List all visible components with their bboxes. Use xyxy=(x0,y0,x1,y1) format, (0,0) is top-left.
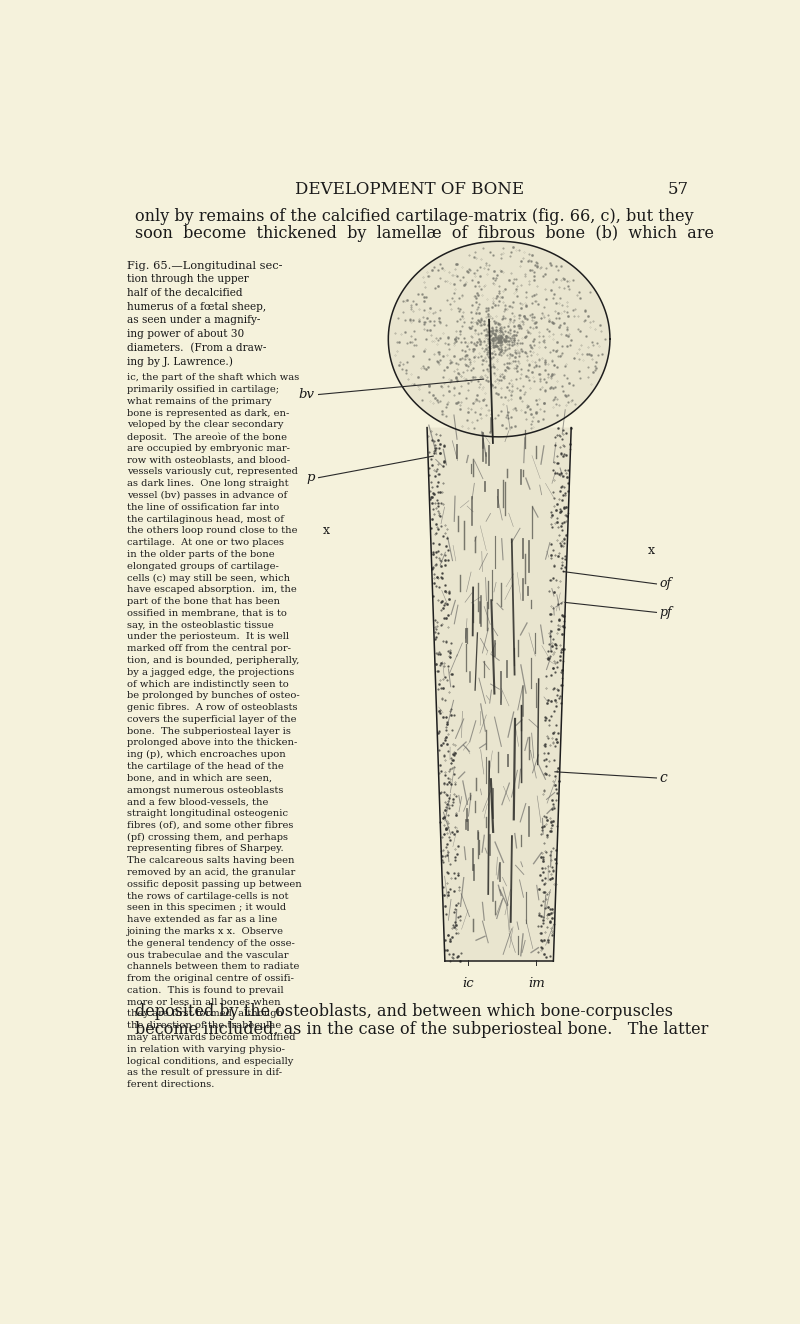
Text: in the older parts of the bone: in the older parts of the bone xyxy=(127,549,274,559)
Text: c: c xyxy=(659,771,667,785)
Text: Fig. 65.—Longitudinal sec-: Fig. 65.—Longitudinal sec- xyxy=(127,261,282,270)
Text: the cartilage of the head of the: the cartilage of the head of the xyxy=(127,763,284,771)
Text: fibres (of), and some other fibres: fibres (of), and some other fibres xyxy=(127,821,294,830)
Text: 57: 57 xyxy=(668,181,689,199)
Text: from the original centre of ossifi-: from the original centre of ossifi- xyxy=(127,974,294,984)
Text: part of the bone that has been: part of the bone that has been xyxy=(127,597,280,606)
Text: representing fibres of Sharpey.: representing fibres of Sharpey. xyxy=(127,845,284,854)
Text: humerus of a fœtal sheep,: humerus of a fœtal sheep, xyxy=(127,302,266,311)
Text: marked off from the central por-: marked off from the central por- xyxy=(127,645,291,653)
Text: of: of xyxy=(659,577,672,591)
Polygon shape xyxy=(427,428,571,961)
Text: may afterwards become modified: may afterwards become modified xyxy=(127,1033,296,1042)
Text: bone, and in which are seen,: bone, and in which are seen, xyxy=(127,773,272,782)
Text: the general tendency of the osse-: the general tendency of the osse- xyxy=(127,939,295,948)
Text: by a jagged edge, the projections: by a jagged edge, the projections xyxy=(127,667,294,677)
Text: cation.  This is found to prevail: cation. This is found to prevail xyxy=(127,986,284,994)
Text: as the result of pressure in dif-: as the result of pressure in dif- xyxy=(127,1068,282,1078)
Text: the direction of the trabeculae: the direction of the trabeculae xyxy=(127,1021,282,1030)
Text: in relation with varying physio-: in relation with varying physio- xyxy=(127,1045,285,1054)
Text: half of the decalcified: half of the decalcified xyxy=(127,287,242,298)
Text: become included, as in the case of the subperiosteal bone.   The latter: become included, as in the case of the s… xyxy=(135,1021,708,1038)
Text: ing (p), which encroaches upon: ing (p), which encroaches upon xyxy=(127,751,286,760)
Text: under the periosteum.  It is well: under the periosteum. It is well xyxy=(127,633,289,641)
Text: joining the marks x x.  Observe: joining the marks x x. Observe xyxy=(127,927,284,936)
Text: the others loop round close to the: the others loop round close to the xyxy=(127,527,298,535)
Text: channels between them to radiate: channels between them to radiate xyxy=(127,963,299,972)
Text: vessel (bv) passes in advance of: vessel (bv) passes in advance of xyxy=(127,491,287,500)
Text: DEVELOPMENT OF BONE: DEVELOPMENT OF BONE xyxy=(295,181,525,199)
Text: im: im xyxy=(528,977,545,989)
Ellipse shape xyxy=(388,241,610,437)
Text: cells (c) may still be seen, which: cells (c) may still be seen, which xyxy=(127,573,290,583)
Text: p: p xyxy=(306,471,314,485)
Text: the line of ossification far into: the line of ossification far into xyxy=(127,503,279,512)
Text: ic, the part of the shaft which was: ic, the part of the shaft which was xyxy=(127,373,299,383)
Text: primarily ossified in cartilage;: primarily ossified in cartilage; xyxy=(127,385,279,395)
Text: ossified in membrane, that is to: ossified in membrane, that is to xyxy=(127,609,287,618)
Text: diameters.  (From a draw-: diameters. (From a draw- xyxy=(127,343,266,354)
Text: of which are indistinctly seen to: of which are indistinctly seen to xyxy=(127,679,289,688)
Text: more or less in all bones when: more or less in all bones when xyxy=(127,998,281,1006)
Text: are occupied by embryonic mar-: are occupied by embryonic mar- xyxy=(127,444,290,453)
Text: seen in this specimen ; it would: seen in this specimen ; it would xyxy=(127,903,286,912)
Text: ferent directions.: ferent directions. xyxy=(127,1080,214,1090)
Text: only by remains of the calcified cartilage-matrix (fig. 66, c), but they: only by remains of the calcified cartila… xyxy=(135,208,694,225)
Text: straight longitudinal osteogenic: straight longitudinal osteogenic xyxy=(127,809,288,818)
Text: deposited by the osteoblasts, and between which bone-corpuscles: deposited by the osteoblasts, and betwee… xyxy=(135,1002,673,1019)
Text: veloped by the clear secondary: veloped by the clear secondary xyxy=(127,421,284,429)
Text: bone.  The subperiosteal layer is: bone. The subperiosteal layer is xyxy=(127,727,291,736)
Text: genic fibres.  A row of osteoblasts: genic fibres. A row of osteoblasts xyxy=(127,703,298,712)
Text: cartilage.  At one or two places: cartilage. At one or two places xyxy=(127,538,284,547)
Text: ic: ic xyxy=(462,977,474,989)
Text: The calcareous salts having been: The calcareous salts having been xyxy=(127,857,294,866)
Text: and a few blood-vessels, the: and a few blood-vessels, the xyxy=(127,797,269,806)
Text: elongated groups of cartilage-: elongated groups of cartilage- xyxy=(127,561,279,571)
Text: ing by J. Lawrence.): ing by J. Lawrence.) xyxy=(127,356,233,367)
Text: removed by an acid, the granular: removed by an acid, the granular xyxy=(127,869,295,876)
Text: as dark lines.  One long straight: as dark lines. One long straight xyxy=(127,479,289,489)
Text: x: x xyxy=(322,523,330,536)
Text: x: x xyxy=(648,544,655,557)
Text: vessels variously cut, represented: vessels variously cut, represented xyxy=(127,467,298,477)
Text: ossific deposit passing up between: ossific deposit passing up between xyxy=(127,880,302,888)
Text: amongst numerous osteoblasts: amongst numerous osteoblasts xyxy=(127,785,283,794)
Text: say, in the osteoblastic tissue: say, in the osteoblastic tissue xyxy=(127,621,274,630)
Text: deposit.  The areoìe of the bone: deposit. The areoìe of the bone xyxy=(127,432,287,442)
Text: the rows of cartilage-cells is not: the rows of cartilage-cells is not xyxy=(127,891,289,900)
Text: prolonged above into the thicken-: prolonged above into the thicken- xyxy=(127,739,298,748)
Text: (pf) crossing them, and perhaps: (pf) crossing them, and perhaps xyxy=(127,833,288,842)
Text: the cartilaginous head, most of: the cartilaginous head, most of xyxy=(127,515,284,523)
Text: covers the superficial layer of the: covers the superficial layer of the xyxy=(127,715,297,724)
Text: tion, and is bounded, peripherally,: tion, and is bounded, peripherally, xyxy=(127,655,299,665)
Text: have escaped absorption.  im, the: have escaped absorption. im, the xyxy=(127,585,297,594)
Text: have extended as far as a line: have extended as far as a line xyxy=(127,915,278,924)
Text: bone is represented as dark, en-: bone is represented as dark, en- xyxy=(127,409,290,417)
Text: ous trabeculae and the vascular: ous trabeculae and the vascular xyxy=(127,951,289,960)
Text: they are first formed, although: they are first formed, although xyxy=(127,1009,283,1018)
Text: pf: pf xyxy=(659,606,672,618)
Text: as seen under a magnify-: as seen under a magnify- xyxy=(127,315,261,326)
Text: row with osteoblasts, and blood-: row with osteoblasts, and blood- xyxy=(127,455,290,465)
Text: ing power of about 30: ing power of about 30 xyxy=(127,330,244,339)
Text: tion through the upper: tion through the upper xyxy=(127,274,249,285)
Text: soon  become  thickened  by  lamellæ  of  fibrous  bone  (b)  which  are: soon become thickened by lamellæ of fibr… xyxy=(135,225,714,242)
Text: be prolonged by bunches of osteo-: be prolonged by bunches of osteo- xyxy=(127,691,300,700)
Text: logical conditions, and especially: logical conditions, and especially xyxy=(127,1057,294,1066)
Text: what remains of the primary: what remains of the primary xyxy=(127,397,272,406)
Text: bv: bv xyxy=(298,388,314,401)
